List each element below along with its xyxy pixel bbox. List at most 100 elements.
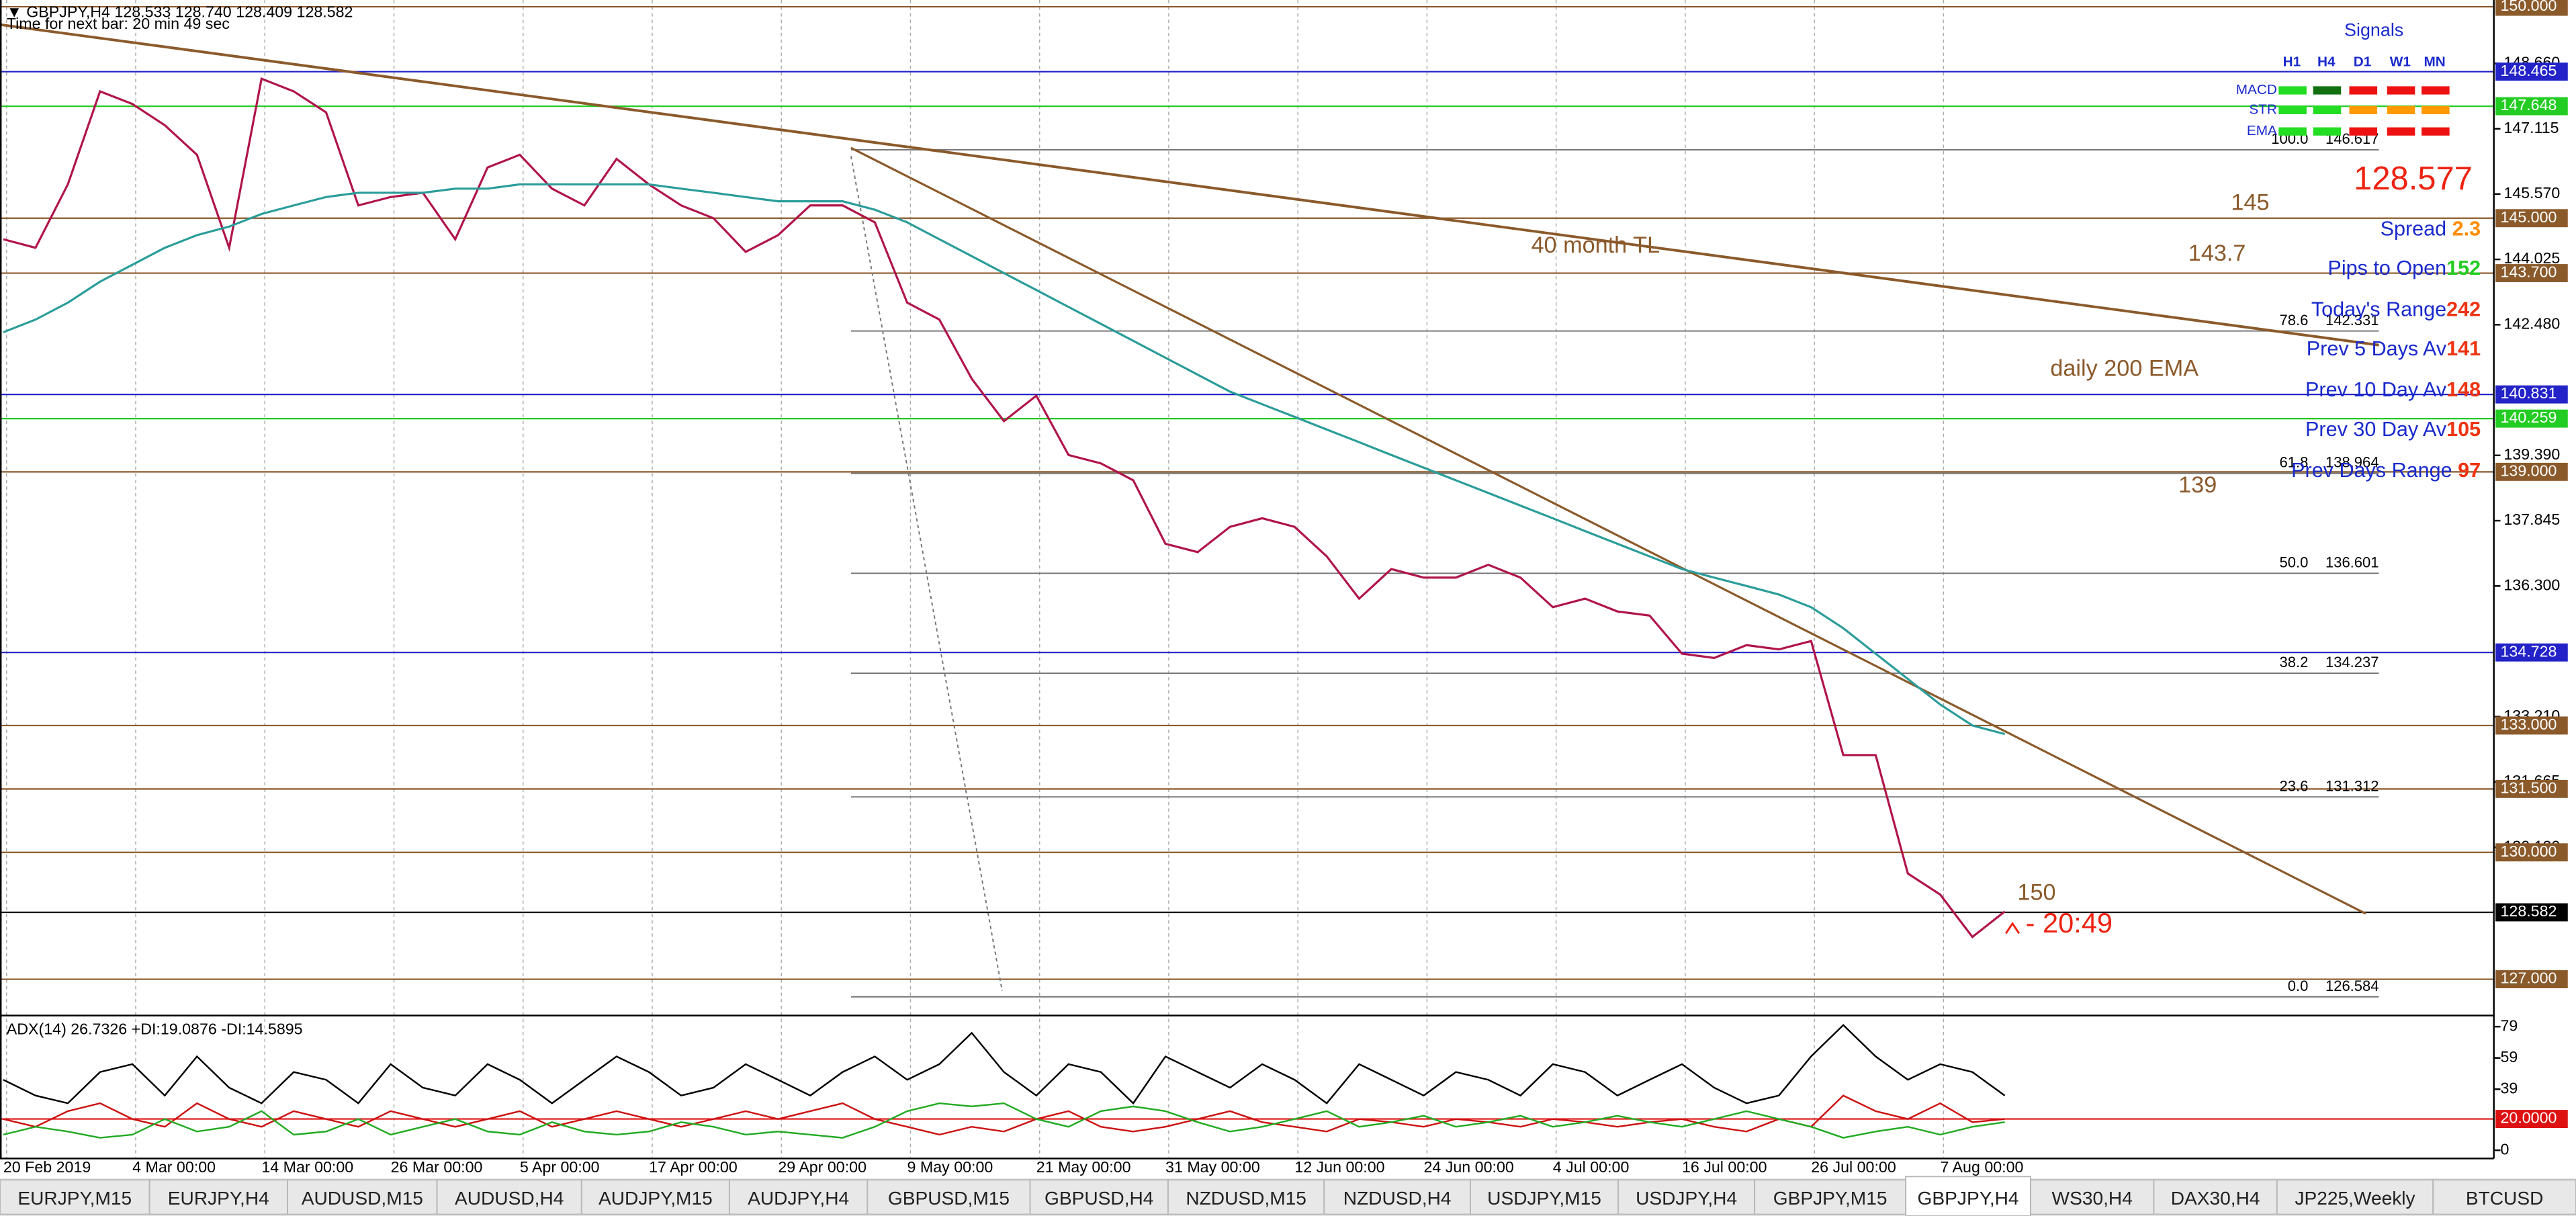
tab[interactable] bbox=[1323, 1179, 1471, 1215]
level-box bbox=[2495, 62, 2568, 81]
x-tick-label: 26 Mar 00:00 bbox=[391, 1158, 483, 1176]
level-label: 143.700 bbox=[2500, 263, 2557, 281]
info-line: Prev 10 Day Av148 bbox=[2305, 378, 2481, 401]
tab[interactable] bbox=[1905, 1176, 2031, 1216]
fib-ratio: 0.0 bbox=[2288, 978, 2309, 994]
levels bbox=[0, 5, 2494, 1120]
tab-label[interactable]: GBPUSD,H4 bbox=[1045, 1188, 1153, 1209]
info-value: 148 bbox=[2446, 378, 2481, 401]
tab-label[interactable]: AUDJPY,H4 bbox=[748, 1188, 849, 1209]
info-line: Prev 30 Day Av105 bbox=[2305, 418, 2481, 441]
tab[interactable] bbox=[1470, 1179, 1619, 1215]
level-label: 148.465 bbox=[2500, 62, 2557, 79]
fib-value: 126.584 bbox=[2325, 978, 2379, 994]
chart-title: ▼ GBPJPY,H4 128.533 128.740 128.409 128.… bbox=[7, 3, 353, 21]
tab-label[interactable]: AUDJPY,M15 bbox=[598, 1188, 713, 1209]
annotation: 145 bbox=[2231, 189, 2269, 215]
tab-label[interactable]: JP225,Weekly bbox=[2295, 1188, 2415, 1209]
tab-label[interactable]: EURJPY,H4 bbox=[168, 1188, 269, 1209]
series-line bbox=[3, 1094, 2005, 1136]
signal-row-label: MACD bbox=[2236, 82, 2277, 97]
tab[interactable] bbox=[2030, 1179, 2155, 1215]
annotation: - 20:49 bbox=[2026, 907, 2113, 939]
trend-line bbox=[850, 146, 2366, 915]
info-value: 97 bbox=[2458, 459, 2481, 482]
x-tick-label: 7 Aug 00:00 bbox=[1940, 1158, 2023, 1176]
tab[interactable] bbox=[2432, 1179, 2576, 1215]
info-label: Spread bbox=[2381, 218, 2452, 241]
tab-label[interactable]: USDJPY,M15 bbox=[1487, 1188, 1601, 1209]
x-tick-label: 5 Apr 00:00 bbox=[520, 1158, 600, 1176]
fib-ratio: 78.6 bbox=[2280, 312, 2309, 329]
tab[interactable] bbox=[148, 1179, 288, 1215]
signal-box bbox=[2387, 127, 2415, 136]
tab-label[interactable]: GBPJPY,M15 bbox=[1773, 1188, 1887, 1209]
level-label: 134.728 bbox=[2500, 642, 2557, 660]
y-tick-label: 144.025 bbox=[2503, 249, 2560, 267]
level-box bbox=[2495, 264, 2568, 283]
tab-label[interactable]: BTCUSD bbox=[2466, 1188, 2544, 1209]
tab-label[interactable]: GBPUSD,M15 bbox=[888, 1188, 1010, 1209]
annotation: 150 bbox=[2017, 880, 2055, 906]
info-line: Prev 5 Days Av141 bbox=[2307, 337, 2481, 360]
info-value: 141 bbox=[2446, 337, 2481, 360]
y-tick-label: 59 bbox=[2500, 1048, 2518, 1066]
info-value: 152 bbox=[2446, 257, 2481, 279]
tab-label[interactable]: USDJPY,H4 bbox=[1636, 1188, 1737, 1209]
tab-label[interactable]: EURJPY,M15 bbox=[17, 1188, 132, 1209]
tab[interactable] bbox=[1029, 1179, 1169, 1215]
fib-value: 138.964 bbox=[2325, 454, 2379, 471]
x-tick-label: 4 Mar 00:00 bbox=[132, 1158, 216, 1176]
series-line bbox=[3, 1102, 2005, 1139]
level-box bbox=[2495, 462, 2568, 481]
tab[interactable] bbox=[2153, 1179, 2278, 1215]
y-tick-label: 147.115 bbox=[2503, 119, 2559, 136]
level-box bbox=[2495, 1110, 2568, 1129]
tab[interactable] bbox=[436, 1179, 582, 1215]
x-tick-label: 16 Jul 00:00 bbox=[1682, 1158, 1767, 1176]
signal-box bbox=[2349, 127, 2378, 136]
tab-label[interactable]: AUDUSD,H4 bbox=[455, 1188, 564, 1209]
signal-box bbox=[2349, 105, 2378, 114]
info-line: Today's Range242 bbox=[2311, 298, 2481, 320]
level-label: 130.000 bbox=[2500, 842, 2557, 860]
tab[interactable] bbox=[0, 1179, 150, 1215]
level-box bbox=[2495, 903, 2568, 922]
signal-box bbox=[2387, 86, 2415, 95]
signal-row-label: STR bbox=[2249, 101, 2277, 117]
x-tick-label: 26 Jul 00:00 bbox=[1811, 1158, 1896, 1176]
signal-box bbox=[2387, 105, 2415, 114]
tab[interactable] bbox=[1754, 1179, 1907, 1215]
level-box bbox=[2495, 209, 2568, 228]
signal-box bbox=[2278, 105, 2307, 114]
tab-label[interactable]: GBPJPY,H4 bbox=[1918, 1188, 2019, 1209]
annotation: 143.7 bbox=[2188, 241, 2246, 266]
series-line bbox=[3, 183, 2006, 736]
x-tick-label: 20 Feb 2019 bbox=[3, 1158, 91, 1176]
y-tick-label: 79 bbox=[2500, 1016, 2518, 1034]
info-value: 105 bbox=[2446, 418, 2481, 441]
signal-box bbox=[2313, 127, 2342, 136]
tab-label[interactable]: AUDUSD,M15 bbox=[302, 1188, 423, 1209]
tab-label[interactable]: DAX30,H4 bbox=[2171, 1188, 2260, 1209]
signal-column: D1 bbox=[2354, 54, 2372, 69]
level-box bbox=[2495, 843, 2568, 862]
y-tick-label: 39 bbox=[2500, 1079, 2518, 1096]
tab-label[interactable]: NZDUSD,M15 bbox=[1186, 1188, 1306, 1209]
signal-box bbox=[2422, 127, 2450, 136]
tab-label[interactable]: WS30,H4 bbox=[2052, 1188, 2133, 1209]
tab[interactable] bbox=[580, 1179, 730, 1215]
tab[interactable] bbox=[728, 1179, 869, 1215]
signal-box bbox=[2278, 86, 2307, 95]
tab-label[interactable]: NZDUSD,H4 bbox=[1343, 1188, 1452, 1209]
price-plot bbox=[3, 77, 2006, 1139]
signal-box bbox=[2278, 127, 2307, 136]
bid-price: 128.577 bbox=[2354, 161, 2473, 197]
tab[interactable] bbox=[1167, 1179, 1325, 1215]
tab[interactable] bbox=[287, 1179, 438, 1215]
series-line bbox=[3, 1024, 2006, 1105]
level-label: 145.000 bbox=[2500, 208, 2557, 226]
level-label: 140.831 bbox=[2500, 384, 2557, 402]
signal-box bbox=[2422, 86, 2450, 95]
fib-value: 134.237 bbox=[2325, 654, 2379, 670]
